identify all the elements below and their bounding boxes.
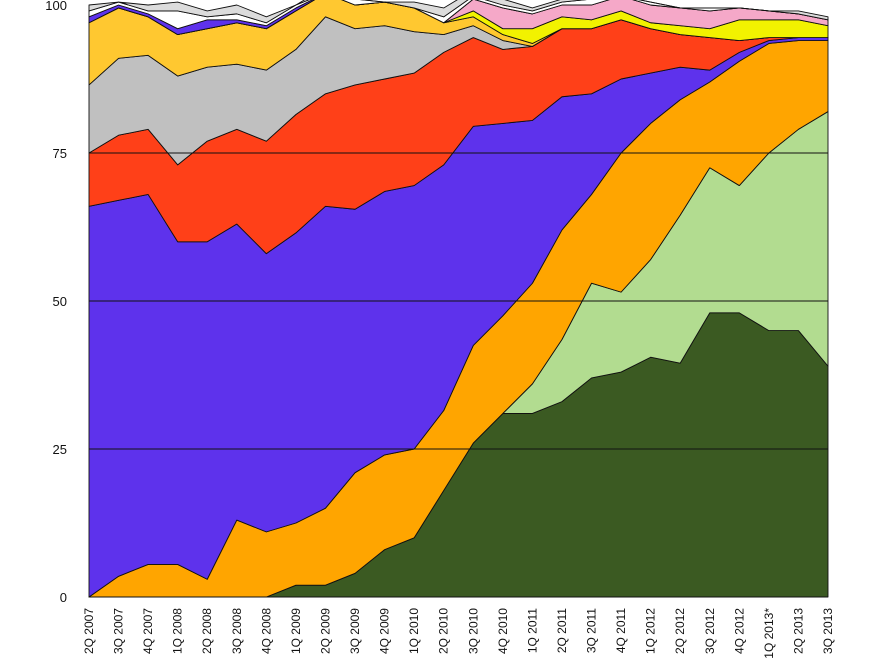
series-areas [88, 0, 829, 598]
x-tick-label: 3Q 2012 [703, 608, 717, 654]
x-tick-label: 3Q 2007 [112, 608, 126, 654]
y-tick-label-75: 75 [53, 146, 67, 161]
x-tick-label: 1Q 2010 [407, 608, 421, 654]
x-tick-label: 2Q 2008 [200, 608, 214, 654]
x-tick-label: 3Q 2010 [466, 608, 480, 654]
y-tick-label-50: 50 [53, 294, 67, 309]
x-tick-label: 4Q 2009 [378, 608, 392, 654]
x-tick-label: 1Q 2011 [525, 608, 539, 653]
x-tick-label: 2Q 2009 [318, 608, 332, 654]
x-tick-label: 1Q 2009 [289, 608, 303, 654]
x-tick-label: 2Q 2013 [791, 608, 805, 654]
x-tick-label: 2Q 2007 [82, 608, 96, 654]
y-tick-label-0: 0 [60, 590, 67, 605]
x-tick-label: 4Q 2011 [614, 608, 628, 653]
x-tick-label: 3Q 2009 [348, 608, 362, 654]
x-tick-label: 4Q 2008 [259, 608, 273, 654]
series-area-9 [88, 0, 829, 36]
x-tick-label: 3Q 2011 [585, 608, 599, 653]
x-tick-label: 1Q 2013* [762, 608, 776, 659]
x-tick-label: 1Q 2008 [171, 608, 185, 654]
series-area-8 [88, 0, 829, 44]
x-tick-label: 4Q 2007 [141, 608, 155, 654]
y-tick-label-25: 25 [53, 442, 67, 457]
y-tick-label-100: 100 [45, 0, 67, 13]
x-tick-label: 1Q 2012 [644, 608, 658, 654]
series-area-12 [88, 0, 829, 24]
gridlines [89, 152, 828, 450]
x-tick-label: 3Q 2008 [230, 608, 244, 654]
x-tick-label: 4Q 2010 [496, 608, 510, 654]
x-tick-label: 3Q 2013 [821, 608, 835, 654]
y-axis-ticks: 0 25 50 75 100 [45, 0, 67, 605]
x-tick-label: 2Q 2011 [555, 608, 569, 653]
x-tick-label: 2Q 2010 [437, 608, 451, 654]
x-axis-ticks: 2Q 2007 3Q 2007 4Q 2007 1Q 2008 2Q 2008 3Q 20… [82, 608, 835, 659]
x-tick-label: 2Q 2012 [673, 608, 687, 654]
x-tick-label: 4Q 2012 [732, 608, 746, 654]
